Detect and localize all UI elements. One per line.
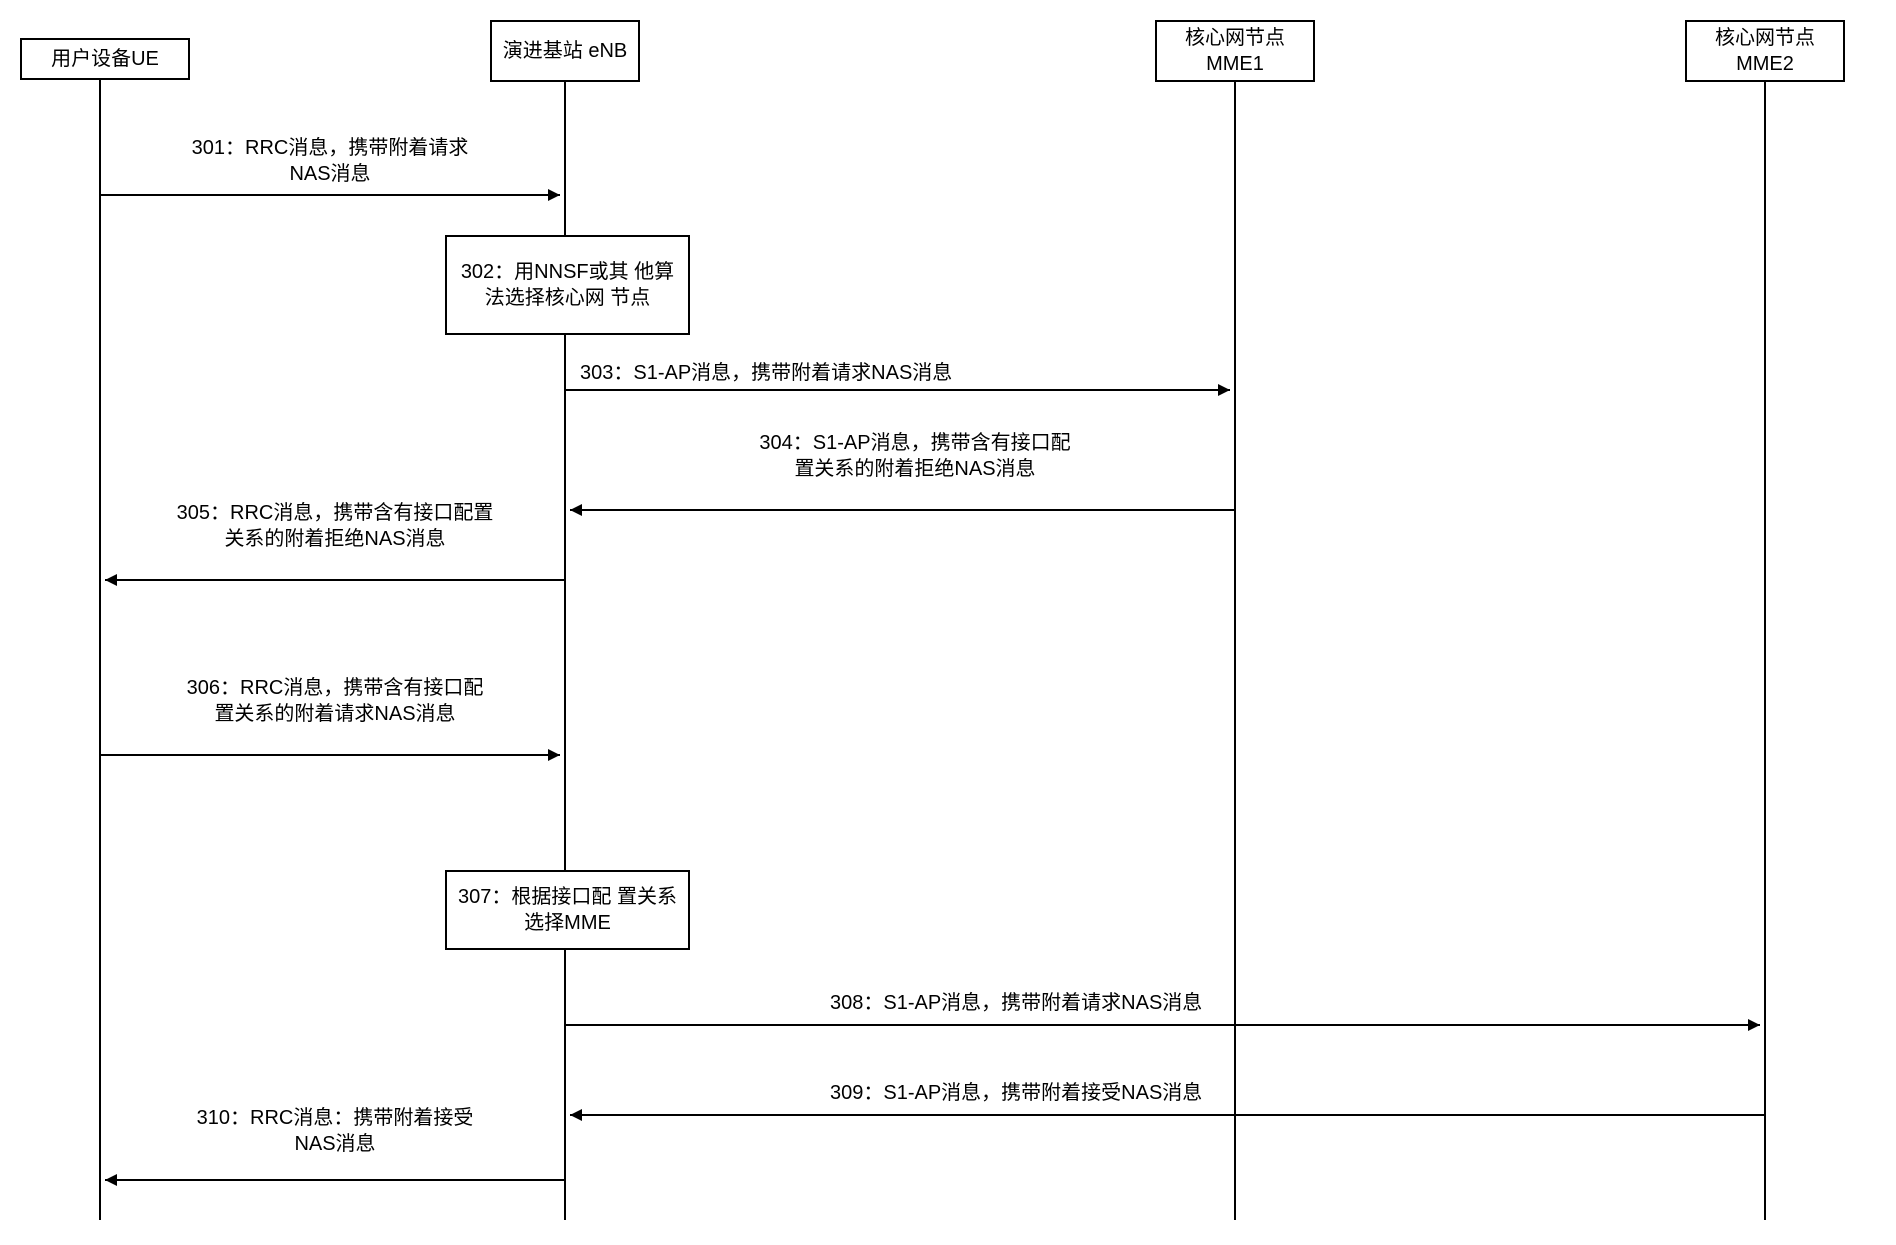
msg-304-label: 304：S1-AP消息，携带含有接口配 置关系的附着拒绝NAS消息 [635, 430, 1195, 482]
sequence-diagram: 用户设备UE 演进基站 eNB 核心网节点 MME1 核心网节点 MME2 30… [20, 20, 1876, 1220]
msg-308-label: 308：S1-AP消息，携带附着请求NAS消息 [830, 990, 1480, 1016]
msg-301-label: 301：RRC消息，携带附着请求 NAS消息 [130, 135, 530, 187]
participant-ue-label: 用户设备UE [51, 46, 159, 72]
lifeline-mme2 [1764, 82, 1766, 1220]
participant-mme1-label: 核心网节点 MME1 [1167, 25, 1303, 77]
participant-mme1: 核心网节点 MME1 [1155, 20, 1315, 82]
msg-303-label: 303：S1-AP消息，携带附着请求NAS消息 [580, 360, 1230, 386]
participant-enb-label: 演进基站 eNB [503, 38, 627, 64]
participant-enb: 演进基站 eNB [490, 20, 640, 82]
note-302-text: 302：用NNSF或其 他算法选择核心网 节点 [457, 259, 678, 311]
participant-mme2: 核心网节点 MME2 [1685, 20, 1845, 82]
msg-305-label: 305：RRC消息，携带含有接口配置 关系的附着拒绝NAS消息 [110, 500, 560, 552]
note-307-text: 307：根据接口配 置关系选择MME [457, 884, 678, 936]
arrows-layer-2 [20, 20, 1876, 1220]
participant-ue: 用户设备UE [20, 38, 190, 80]
msg-310-label: 310：RRC消息：携带附着接受 NAS消息 [120, 1105, 550, 1157]
participant-mme2-label: 核心网节点 MME2 [1697, 25, 1833, 77]
lifeline-mme1 [1234, 82, 1236, 1220]
note-307: 307：根据接口配 置关系选择MME [445, 870, 690, 950]
lifeline-ue [99, 80, 101, 1220]
msg-306-label: 306：RRC消息，携带含有接口配 置关系的附着请求NAS消息 [110, 675, 560, 727]
msg-309-label: 309：S1-AP消息，携带附着接受NAS消息 [830, 1080, 1480, 1106]
note-302: 302：用NNSF或其 他算法选择核心网 节点 [445, 235, 690, 335]
